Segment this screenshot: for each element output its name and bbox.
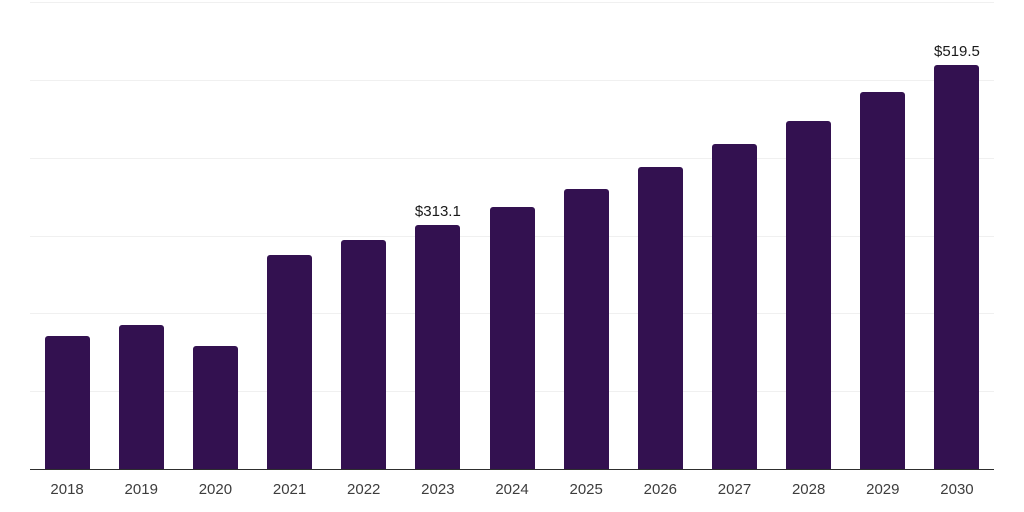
x-axis-label: 2024 xyxy=(495,481,529,498)
bar xyxy=(118,324,164,469)
bar xyxy=(489,207,535,469)
bar: $519.5 xyxy=(934,43,980,469)
x-axis-label: 2025 xyxy=(569,481,603,498)
x-axis-label: 2027 xyxy=(717,481,752,498)
x-axis-label: 2029 xyxy=(866,481,900,498)
bar-value-label: $519.5 xyxy=(934,42,980,60)
bar-slot xyxy=(549,2,623,469)
x-axis-label: 2021 xyxy=(272,481,307,498)
bar xyxy=(786,121,832,469)
bar-slot xyxy=(30,2,104,469)
gridline xyxy=(30,157,994,159)
bar xyxy=(637,167,683,469)
x-axis-label: 2023 xyxy=(421,481,455,498)
bar-slot xyxy=(104,2,178,469)
x-axis-label: 2019 xyxy=(124,481,158,498)
x-axis-labels: 2018 2019 2020 2021 2022 2023 2024 2025 2026 2027… xyxy=(30,481,994,499)
bar: $313.1 xyxy=(415,203,461,469)
plot-area: $313.1 $519.5 xyxy=(30,2,994,470)
bar-slot xyxy=(697,2,771,469)
gridline xyxy=(30,79,994,81)
bar xyxy=(192,346,238,469)
bar-slot xyxy=(178,2,252,469)
bar-slot xyxy=(772,2,846,469)
x-axis-label: 2026 xyxy=(643,481,678,498)
bar-value-label: $313.1 xyxy=(414,203,461,221)
bar-slot xyxy=(846,2,920,469)
bar xyxy=(267,255,313,469)
bar-slot xyxy=(623,2,697,469)
gridline xyxy=(30,2,994,3)
bar xyxy=(341,240,387,469)
bar-slot xyxy=(252,2,326,469)
x-axis-label: 2022 xyxy=(347,481,381,498)
bar xyxy=(860,92,906,469)
bar-slot: $519.5 xyxy=(920,2,994,469)
x-axis-label: 2018 xyxy=(50,481,84,498)
x-axis-label: 2028 xyxy=(791,481,826,498)
x-axis-line xyxy=(30,468,994,470)
bar-slot: $313.1 xyxy=(401,2,475,469)
x-axis-label: 2020 xyxy=(198,481,233,498)
bar xyxy=(44,335,90,469)
bar xyxy=(563,189,609,469)
x-axis-label: 2030 xyxy=(940,481,974,498)
bar-slot xyxy=(475,2,549,469)
bars: $313.1 $519.5 xyxy=(30,2,994,469)
bar-slot xyxy=(327,2,401,469)
bar xyxy=(711,144,757,469)
